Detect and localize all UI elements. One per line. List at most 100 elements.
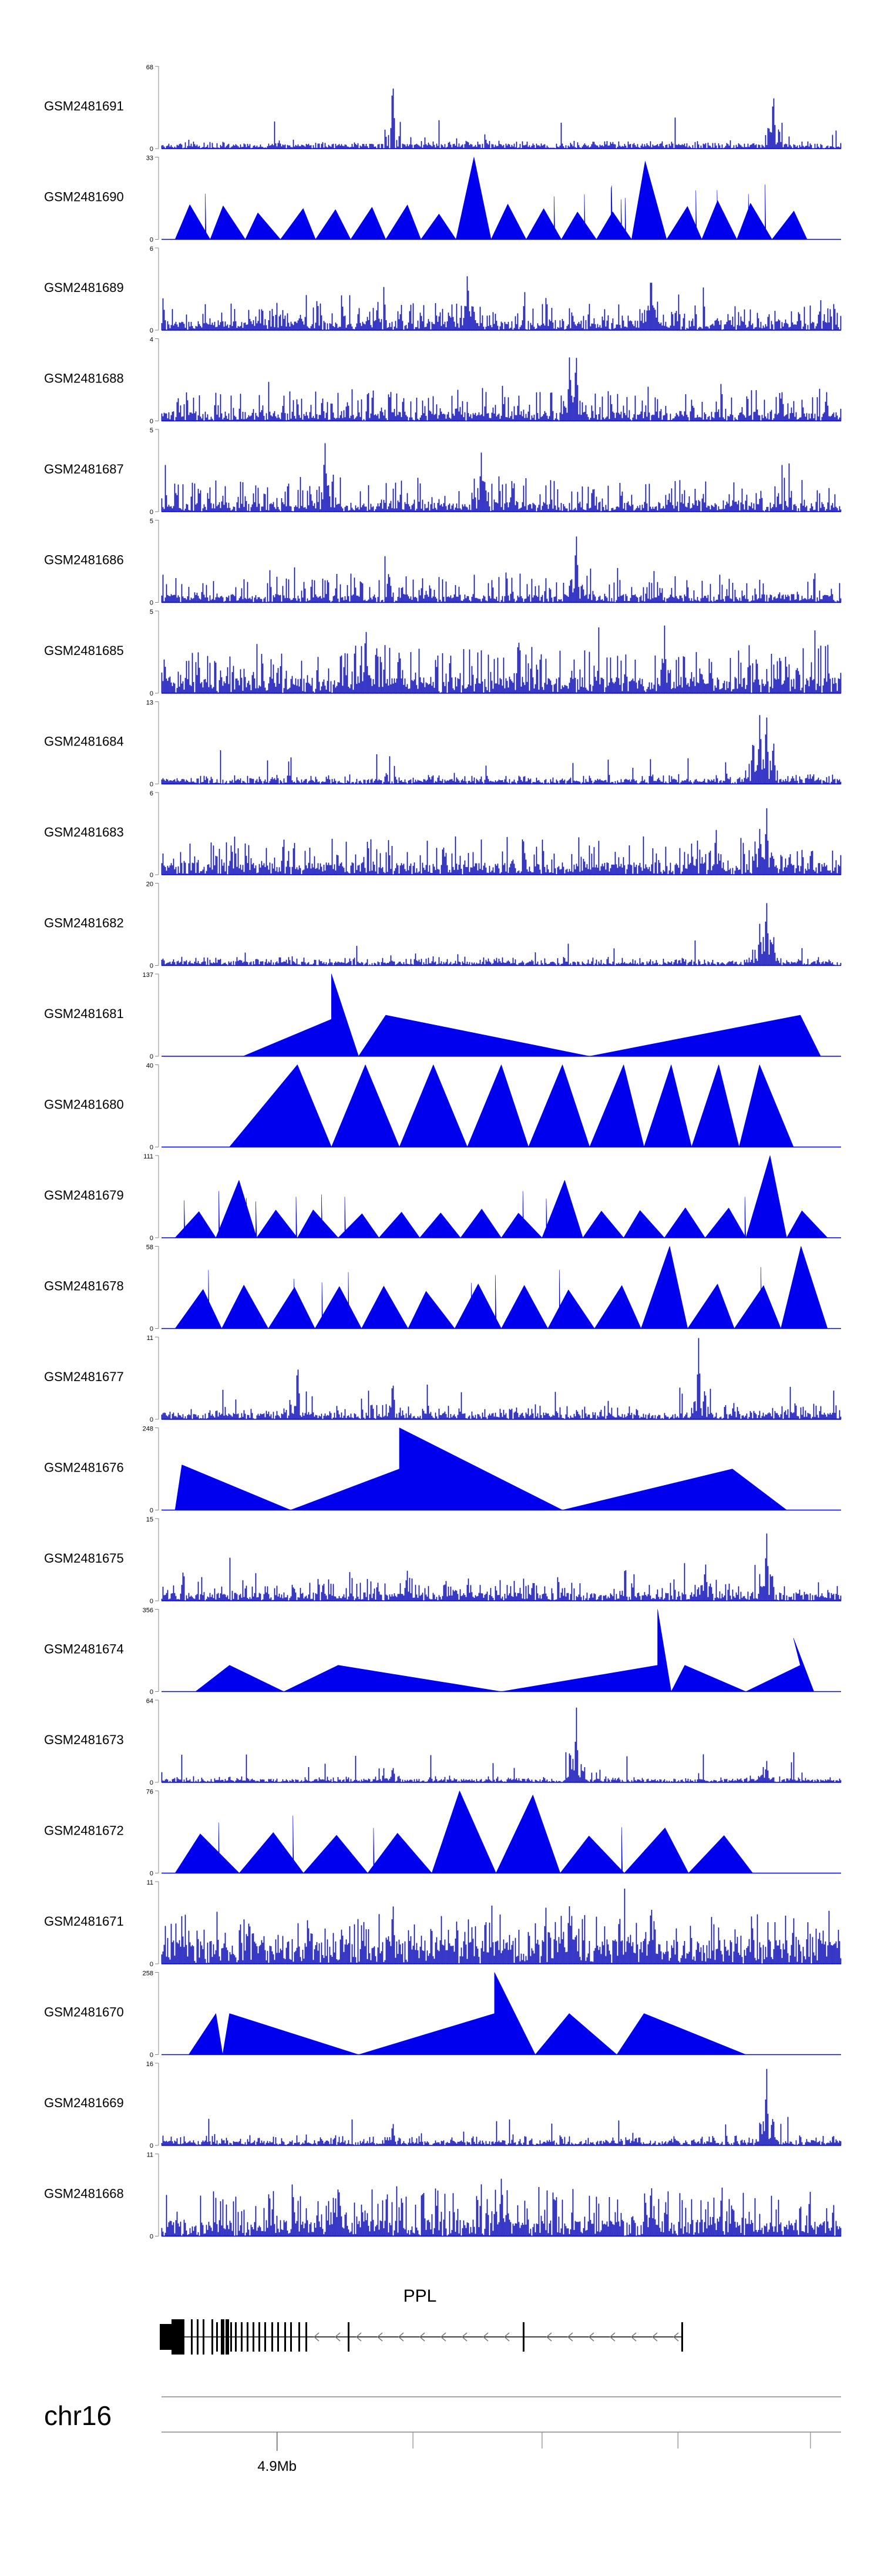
y-axis-min-label: 0 (150, 1507, 153, 1514)
y-axis-max-label: 6 (150, 246, 153, 253)
gene-exon (221, 2319, 224, 2355)
strand-arrow (334, 2332, 341, 2342)
y-axis-min-label: 0 (150, 1235, 153, 1242)
coverage-area-GSM2481671 (161, 1888, 842, 1964)
coverage-area-GSM2481678 (174, 1246, 828, 1329)
y-axis-max-label: 68 (146, 64, 153, 71)
strand-arrow (546, 2332, 552, 2342)
y-axis-min-label: 0 (150, 418, 153, 425)
y-axis-min-label: 0 (150, 2142, 153, 2150)
y-axis-max-label: 40 (146, 1063, 153, 1070)
strand-arrow (440, 2332, 446, 2342)
track-label: GSM2481680 (44, 1097, 124, 1112)
coverage-area-GSM2481670 (189, 1972, 747, 2055)
strand-arrow (567, 2332, 573, 2342)
strand-arrow (651, 2332, 658, 2342)
y-axis-max-label: 76 (146, 1789, 153, 1796)
gene-exon (241, 2322, 243, 2352)
coverage-area-GSM2481690 (174, 157, 808, 240)
track-label: GSM2481676 (44, 1460, 124, 1475)
coverage-area-GSM2481677 (161, 1338, 842, 1420)
y-axis-max-label: 137 (143, 972, 153, 979)
coverage-area-GSM2481674 (195, 1609, 814, 1692)
track-label: GSM2481672 (44, 1823, 124, 1838)
y-axis-max-label: 258 (143, 1970, 153, 1977)
chromosome-label: chr16 (44, 2400, 112, 2431)
y-axis-max-label: 13 (146, 700, 153, 707)
coverage-area-GSM2481687 (161, 443, 842, 512)
y-axis-max-label: 15 (146, 1516, 153, 1523)
gene-exon (247, 2322, 248, 2352)
y-axis-min-label: 0 (150, 1689, 153, 1696)
gene-exon-block (172, 2319, 184, 2355)
y-axis-min-label: 0 (150, 781, 153, 788)
gene-exon (305, 2322, 307, 2352)
gene-exon (298, 2322, 300, 2352)
y-axis-min-label: 0 (150, 327, 153, 334)
gene-exon (348, 2322, 349, 2352)
strand-arrow (376, 2332, 383, 2342)
coverage-area-GSM2481668 (161, 2178, 842, 2236)
track-label: GSM2481668 (44, 2187, 124, 2201)
gene-exon (197, 2319, 199, 2355)
y-axis-min-label: 0 (150, 509, 153, 516)
gene-exon (230, 2322, 232, 2352)
strand-arrow (630, 2332, 637, 2342)
y-axis-min-label: 0 (150, 1598, 153, 1605)
y-axis-min-label: 0 (150, 237, 153, 244)
y-axis-max-label: 248 (143, 1426, 153, 1433)
track-label: GSM2481671 (44, 1914, 124, 1929)
y-axis-min-label: 0 (150, 872, 153, 879)
y-axis-max-label: 6 (150, 790, 153, 797)
gene-exon (253, 2322, 254, 2352)
coverage-area-GSM2481682 (161, 903, 842, 966)
gene-exon (264, 2322, 266, 2352)
strand-arrow (482, 2332, 489, 2342)
y-axis-max-label: 58 (146, 1244, 153, 1251)
y-axis-max-label: 11 (147, 1335, 153, 1342)
coverage-area-GSM2481673 (161, 1707, 842, 1783)
strand-arrow (588, 2332, 594, 2342)
axis-tick-label: 4.9Mb (257, 2459, 297, 2474)
track-label: GSM2481678 (44, 1279, 124, 1294)
y-axis-max-label: 356 (143, 1607, 153, 1614)
coverage-area-GSM2481669 (161, 2068, 842, 2146)
strand-arrow (672, 2332, 679, 2342)
gene-exon (523, 2322, 524, 2352)
y-axis-min-label: 0 (150, 1053, 153, 1060)
gene-exon (284, 2322, 286, 2352)
y-axis-max-label: 5 (150, 609, 153, 616)
y-axis-min-label: 0 (150, 1326, 153, 1333)
track-label: GSM2481679 (44, 1188, 124, 1203)
y-axis-max-label: 111 (143, 1153, 153, 1160)
gene-exon (271, 2322, 273, 2352)
track-label: GSM2481673 (44, 1732, 124, 1747)
track-label: GSM2481687 (44, 462, 124, 476)
track-label: GSM2481670 (44, 2005, 124, 2020)
gene-exon (216, 2322, 218, 2352)
strand-arrow (355, 2332, 362, 2342)
strand-arrow (461, 2332, 468, 2342)
y-axis-min-label: 0 (150, 1779, 153, 1786)
y-axis-max-label: 11 (147, 2152, 153, 2159)
track-label: GSM2481677 (44, 1369, 124, 1384)
y-axis-max-label: 33 (146, 155, 153, 162)
track-label: GSM2481669 (44, 2095, 124, 2110)
y-axis-min-label: 0 (150, 1416, 153, 1423)
coverage-area-GSM2481684 (161, 715, 842, 784)
track-label: GSM2481690 (44, 190, 124, 204)
coverage-area-GSM2481686 (161, 536, 842, 603)
coverage-area-GSM2481680 (229, 1064, 794, 1147)
gene-exon (203, 2319, 204, 2355)
strand-arrow (503, 2332, 510, 2342)
y-axis-min-label: 0 (150, 1144, 153, 1151)
gene-exon (191, 2319, 193, 2355)
coverage-area-GSM2481675 (161, 1533, 842, 1601)
track-label: GSM2481681 (44, 1006, 124, 1021)
track-label: GSM2481685 (44, 643, 124, 658)
y-axis-min-label: 0 (150, 2052, 153, 2059)
coverage-area-GSM2481681 (243, 973, 821, 1057)
track-label: GSM2481684 (44, 734, 124, 749)
y-axis-max-label: 5 (150, 427, 153, 434)
